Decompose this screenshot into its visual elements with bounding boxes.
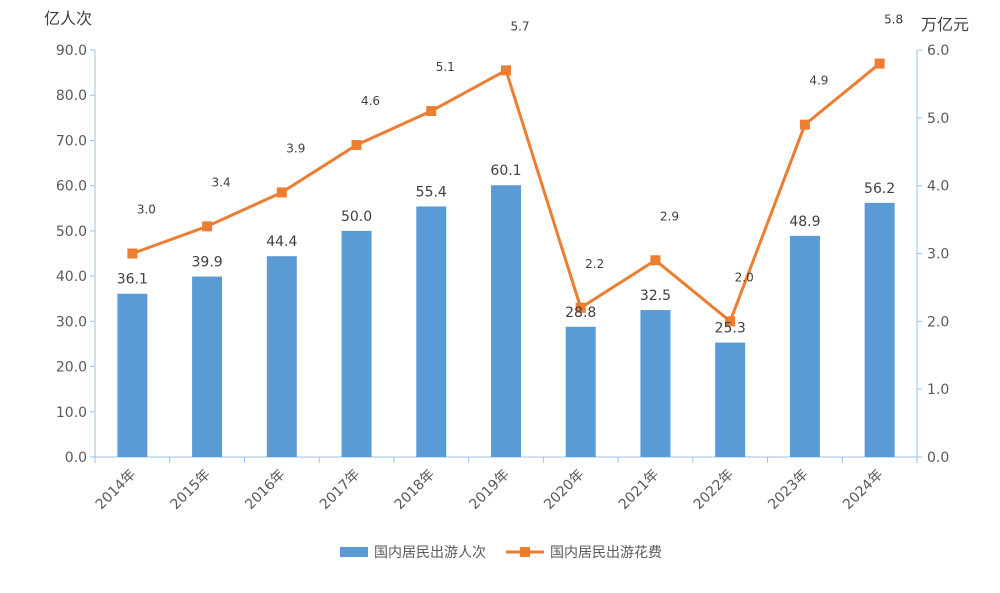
bar-value-label: 55.4 xyxy=(416,184,447,200)
bar-2016年 xyxy=(266,256,297,457)
bar-value-label: 48.9 xyxy=(789,214,820,230)
bar-2015年 xyxy=(192,276,223,457)
left-tick-label: 60.0 xyxy=(56,179,87,195)
left-tick-label: 90.0 xyxy=(56,43,87,59)
spending-marker-2023年 xyxy=(799,119,810,130)
left-tick-label: 50.0 xyxy=(56,224,87,240)
spending-marker-2018年 xyxy=(426,106,437,117)
left-tick-label: 30.0 xyxy=(56,314,87,330)
data-labels-group: 36.1 39.9 44.4 50.0 55.4 60.1 28.8 32.5 25.3 48.9… xyxy=(117,13,903,337)
x-tick-label: 2021年 xyxy=(616,467,662,513)
bar-2014年 xyxy=(117,293,148,457)
spending-marker-2021年 xyxy=(650,255,661,266)
spending-marker-2014年 xyxy=(127,248,138,259)
bar-2018年 xyxy=(416,206,447,457)
legend-label-spending: 国内居民出游花费 xyxy=(550,545,662,561)
left-axis-unit: 亿人次 xyxy=(44,9,92,28)
right-axis-unit: 万亿元 xyxy=(921,15,969,34)
bar-value-label: 32.5 xyxy=(640,288,671,304)
x-tick-label: 2019年 xyxy=(466,467,512,513)
x-tick-label: 2024年 xyxy=(840,467,886,513)
bar-value-label: 50.0 xyxy=(341,209,372,225)
x-tick-label: 2014年 xyxy=(93,467,139,513)
right-tick-label: 6.0 xyxy=(927,43,949,59)
line-value-label: 5.8 xyxy=(884,13,903,27)
legend-label-visitors: 国内居民出游人次 xyxy=(374,545,486,561)
line-value-label: 4.6 xyxy=(361,94,380,108)
spending-marker-2024年 xyxy=(874,58,885,69)
line-value-label: 2.0 xyxy=(735,270,754,284)
left-tick-label: 20.0 xyxy=(56,360,87,376)
legend-swatch-visitors xyxy=(340,547,368,557)
line-value-label: 3.4 xyxy=(212,175,231,189)
x-tick-label: 2016年 xyxy=(242,467,288,513)
spending-marker-2016年 xyxy=(276,187,287,198)
bar-value-label: 60.1 xyxy=(490,163,521,179)
line-value-label: 5.7 xyxy=(510,19,529,33)
line-value-label: 2.9 xyxy=(660,209,679,223)
left-tick-label: 40.0 xyxy=(56,269,87,285)
line-value-label: 5.1 xyxy=(436,60,455,74)
left-tick-label: 0.0 xyxy=(65,450,87,466)
x-tick-label: 2015年 xyxy=(168,467,214,513)
legend: 国内居民出游人次 国内居民出游花费 xyxy=(340,545,662,561)
right-tick-label: 0.0 xyxy=(927,450,949,466)
spending-marker-2019年 xyxy=(501,65,511,76)
spending-marker-2022年 xyxy=(725,316,736,327)
bar-value-label: 44.4 xyxy=(266,234,297,250)
bar-2019年 xyxy=(491,185,521,457)
right-tick-label: 4.0 xyxy=(927,179,949,195)
bar-2021年 xyxy=(640,310,671,457)
x-tick-label: 2017年 xyxy=(317,467,363,513)
line-value-label: 2.2 xyxy=(585,257,604,271)
bar-value-label: 56.2 xyxy=(864,181,895,197)
x-tick-label: 2023年 xyxy=(765,467,811,513)
bar-value-label: 39.9 xyxy=(192,255,223,271)
x-tick-label: 2020年 xyxy=(541,467,587,513)
right-tick-label: 5.0 xyxy=(927,111,949,127)
line-value-label: 3.0 xyxy=(137,203,156,217)
line-value-label: 3.9 xyxy=(286,141,305,155)
spending-marker-2020年 xyxy=(575,302,586,313)
right-tick-label: 2.0 xyxy=(927,314,949,330)
bars-group xyxy=(117,185,895,457)
bar-2022年 xyxy=(715,342,746,457)
left-tick-label: 70.0 xyxy=(56,133,87,149)
right-tick-label: 1.0 xyxy=(927,382,949,398)
legend-swatch-spending-marker xyxy=(520,547,530,557)
spending-marker-2015年 xyxy=(202,221,213,232)
bar-value-label: 36.1 xyxy=(117,272,148,288)
line-value-label: 4.9 xyxy=(809,74,828,88)
bar-2023年 xyxy=(789,235,820,457)
x-tick-label: 2018年 xyxy=(392,467,438,513)
bar-value-label: 28.8 xyxy=(565,305,596,321)
spending-marker-2017年 xyxy=(351,139,362,150)
left-tick-label: 10.0 xyxy=(56,405,87,421)
left-tick-label: 80.0 xyxy=(56,88,87,104)
bar-2017年 xyxy=(341,230,372,457)
line-series-group xyxy=(127,58,885,327)
bar-value-label: 25.3 xyxy=(715,321,746,337)
x-tick-label: 2022年 xyxy=(691,467,737,513)
bar-2020年 xyxy=(565,326,596,457)
right-tick-label: 3.0 xyxy=(927,247,949,263)
bar-2024年 xyxy=(864,202,895,457)
